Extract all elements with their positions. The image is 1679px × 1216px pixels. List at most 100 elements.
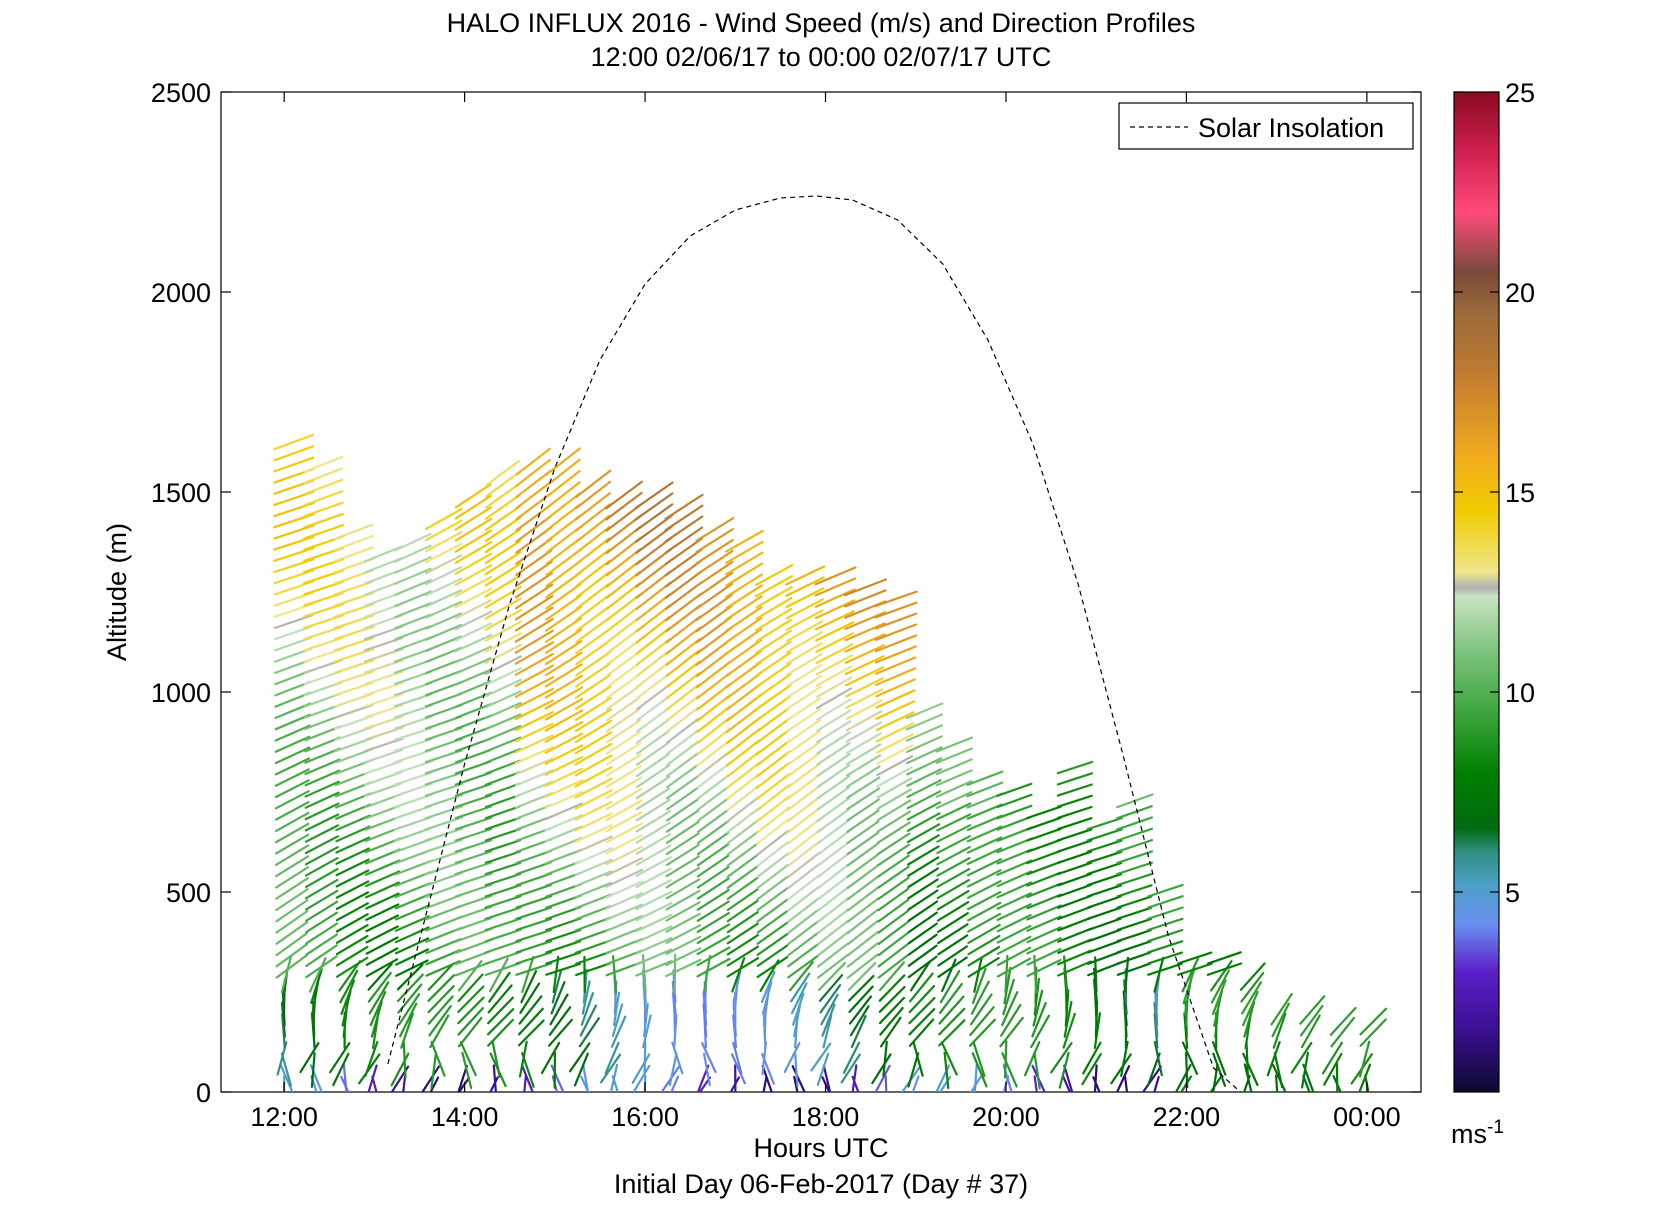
wind-vector (274, 768, 310, 787)
wind-vector (665, 649, 701, 678)
wind-vector (937, 923, 969, 945)
wind-vector (454, 872, 493, 887)
wind-vector (335, 891, 370, 911)
wind-vector (842, 1041, 861, 1074)
wind-vector (844, 622, 886, 642)
wind-vector (846, 809, 880, 833)
wind-vector (786, 874, 820, 901)
wind-vector (575, 651, 611, 677)
wind-vector (906, 757, 943, 776)
wind-vector (876, 777, 913, 799)
wind-vector (1082, 1041, 1102, 1075)
wind-vector (605, 753, 642, 777)
wind-vector (844, 655, 885, 676)
wind-vector (786, 795, 821, 823)
wind-vector (454, 575, 493, 598)
wind-vector (755, 684, 792, 711)
wind-vector (631, 1053, 651, 1084)
wind-vector (936, 901, 970, 922)
wind-vector (575, 492, 611, 521)
wind-vector (936, 878, 970, 900)
wind-vector (762, 1075, 768, 1092)
wind-vector (484, 551, 522, 576)
wind-vector (424, 531, 463, 553)
wind-vector (816, 841, 850, 868)
wind-vector (1273, 1051, 1284, 1089)
wind-vector (967, 923, 1001, 945)
wind-vector (1086, 895, 1122, 909)
wind-vector (785, 642, 823, 665)
wind-vector (907, 878, 939, 900)
wind-vector (427, 985, 455, 1014)
wind-vector (848, 974, 875, 1002)
wind-vector (484, 961, 522, 977)
solar-insolation-line (387, 195, 1241, 1092)
wind-vector (1063, 1000, 1073, 1038)
wind-vector (515, 928, 553, 943)
wind-vector (1358, 1063, 1372, 1092)
wind-vector (334, 681, 375, 697)
wind-vector (635, 856, 672, 878)
wind-vector (457, 1016, 483, 1048)
wind-vector (545, 940, 582, 954)
wind-vector (1176, 962, 1213, 976)
wind-vector (636, 730, 670, 755)
wind-vector (514, 641, 554, 665)
wind-vector (875, 722, 915, 743)
wind-vector (1210, 969, 1231, 1004)
wind-vector (1116, 906, 1153, 920)
wind-vector (665, 878, 701, 900)
wind-vector (393, 748, 434, 764)
wind-vector (454, 587, 493, 609)
wind-vector (874, 656, 917, 675)
wind-vector (846, 831, 880, 856)
wind-vector (275, 877, 309, 900)
wind-vector (305, 900, 339, 922)
wind-vector (973, 1063, 978, 1092)
wind-vector (846, 953, 879, 979)
wind-vector (545, 928, 582, 943)
wind-vector (878, 996, 906, 1025)
wind-vector (907, 911, 939, 934)
wind-vector (305, 922, 339, 945)
wind-vector (695, 560, 734, 588)
wind-vector (732, 1041, 743, 1075)
wind-vector (786, 773, 821, 800)
colorbar-unit: ms-1 (1451, 1117, 1504, 1149)
wind-vector (1057, 861, 1093, 876)
wind-vector (820, 993, 839, 1026)
wind-vector (545, 514, 581, 543)
wind-vector (1086, 828, 1123, 842)
wind-vector (875, 711, 915, 732)
wind-vector (335, 858, 370, 877)
wind-vector (731, 957, 746, 993)
wind-vector (755, 795, 791, 823)
wind-vector (544, 779, 584, 799)
wind-vector (755, 596, 793, 620)
wind-vector (305, 955, 338, 979)
wind-vector (574, 685, 612, 710)
colorbar-tick-label: 5 (1505, 878, 1520, 908)
wind-vector (484, 906, 522, 920)
wind-vector (1026, 838, 1062, 853)
wind-vector (635, 833, 672, 855)
wind-vector (552, 955, 560, 994)
wind-vector (665, 832, 700, 856)
wind-vector (695, 649, 733, 678)
wind-vector (996, 913, 1032, 933)
wind-vector (574, 731, 613, 755)
wind-vector (635, 581, 672, 611)
wind-vector (605, 491, 643, 521)
wind-vector (725, 649, 763, 677)
wind-vector (877, 954, 909, 979)
wind-vector (305, 878, 339, 900)
wind-vector (514, 652, 555, 676)
wind-vector (364, 545, 403, 563)
wind-vector (574, 823, 613, 843)
wind-vector (575, 525, 611, 555)
wind-vector (275, 921, 309, 945)
wind-vector (394, 532, 432, 552)
wind-vector (365, 958, 399, 978)
wind-vector (966, 814, 1003, 832)
wind-vector (580, 992, 595, 1026)
